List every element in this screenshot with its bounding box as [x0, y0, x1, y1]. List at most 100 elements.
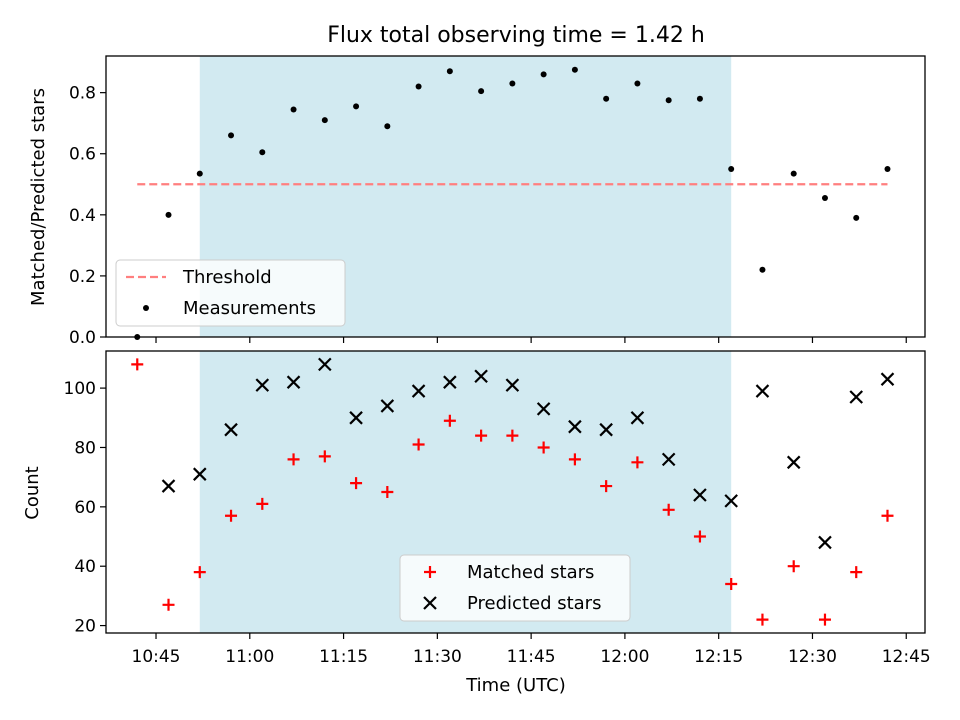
x-tick-label: 12:45	[882, 647, 931, 667]
predicted-stars-point	[599, 422, 613, 437]
legend: Matched stars Predicted stars	[399, 554, 631, 622]
predicted-stars-point	[349, 411, 363, 425]
matched-stars-point	[537, 441, 550, 454]
measurement-point	[571, 66, 578, 73]
plot-frame	[105, 350, 926, 634]
matched-stars-point	[193, 566, 206, 579]
legend-box	[399, 554, 631, 622]
legend-label: Threshold	[182, 267, 272, 288]
matched-stars-point	[131, 358, 144, 371]
matched-stars-point	[662, 503, 675, 516]
x-tick-label: 12:15	[694, 647, 743, 667]
measurement-point	[353, 103, 360, 110]
predicted-stars-point	[443, 375, 457, 389]
predicted-stars-point	[474, 369, 488, 384]
predicted-stars-point	[630, 411, 645, 425]
matched-stars-point	[787, 560, 800, 573]
measurement-point	[259, 149, 266, 156]
matched-stars-point	[475, 429, 488, 442]
matched-stars-point	[412, 438, 425, 451]
predicted-stars-point	[255, 378, 270, 392]
y-tick-label: 20	[74, 617, 96, 637]
predicted-stars-point	[380, 399, 395, 413]
x-tick-label: 11:15	[319, 647, 368, 667]
y-tick-label: 0.6	[69, 145, 96, 165]
y-tick-label: 60	[74, 498, 96, 518]
matched-stars-point	[881, 509, 894, 522]
x-axis-label: Time (UTC)	[465, 675, 566, 696]
legend-label: Predicted stars	[467, 593, 601, 614]
predicted-stars-point	[786, 455, 801, 470]
measurement-point	[478, 88, 485, 95]
predicted-stars-point	[161, 479, 176, 493]
predicted-stars-point	[818, 535, 832, 550]
predicted-stars-point	[755, 384, 770, 398]
measurement-point	[884, 166, 891, 173]
y-tick-label: 0.8	[69, 84, 96, 104]
measurement-point	[321, 117, 328, 124]
y-tick-label: 0.2	[69, 267, 96, 287]
predicted-stars-point	[318, 357, 332, 372]
matched-stars-point	[350, 477, 363, 490]
predicted-stars-point	[411, 384, 426, 398]
x-tick-label: 11:45	[507, 647, 556, 667]
predicted-stars-point	[568, 419, 582, 434]
predicted-stars-point	[724, 494, 738, 508]
measurement-point	[728, 166, 735, 173]
x-tick-label: 11:00	[225, 647, 274, 667]
matched-stars-point	[225, 509, 238, 522]
y-tick-label: 0.0	[69, 328, 96, 348]
legend-matched-swatch	[424, 566, 436, 578]
predicted-stars-point	[693, 488, 707, 502]
matched-stars-point	[318, 450, 331, 463]
matched-stars-point	[443, 414, 456, 427]
matched-stars-point	[162, 598, 175, 611]
top-y-axis-label: Matched/Predicted stars	[28, 88, 49, 306]
matched-stars-point	[506, 429, 519, 442]
matched-stars-point	[725, 578, 738, 591]
measurement-point	[540, 71, 547, 78]
measurement-point	[603, 95, 610, 102]
measurement-point	[446, 68, 453, 75]
matched-stars-point	[568, 453, 581, 466]
measurement-point	[509, 80, 516, 87]
matched-stars-point	[256, 497, 269, 510]
legend-predicted-swatch	[423, 596, 437, 610]
measurement-point	[165, 211, 172, 218]
measurement-point	[634, 80, 641, 87]
measurement-point	[821, 195, 828, 202]
legend-box	[115, 259, 346, 327]
y-tick-label: 40	[74, 557, 96, 577]
y-tick-label: 0.4	[69, 206, 96, 226]
predicted-stars-point	[505, 378, 520, 392]
y-tick-label: 80	[74, 438, 96, 458]
predicted-stars-point	[661, 452, 676, 467]
y-tick-label: 100	[64, 379, 96, 399]
measurement-point	[415, 83, 422, 90]
matched-stars-point	[756, 613, 769, 626]
measurement-point	[384, 123, 391, 130]
predicted-stars-point	[286, 375, 301, 389]
predicted-stars-point	[224, 422, 238, 437]
matched-stars-point	[287, 453, 300, 466]
matched-stars-point	[693, 530, 706, 543]
measurement-point	[759, 266, 766, 273]
matched-stars-point	[850, 566, 863, 579]
bottom-y-axis-label: Count	[22, 466, 43, 519]
x-tick-label: 10:45	[132, 647, 181, 667]
matched-stars-point	[381, 486, 394, 498]
measurement-point	[196, 170, 203, 177]
legend-label: Matched stars	[467, 562, 594, 583]
plot-frame	[105, 55, 926, 338]
measurement-point	[665, 97, 672, 104]
chart-title: Flux total observing time = 1.42 h	[327, 23, 705, 48]
measurement-point	[853, 214, 860, 221]
measurement-point	[790, 170, 797, 177]
predicted-stars-point	[536, 402, 551, 416]
legend-label: Measurements	[183, 298, 316, 319]
x-tick-label: 12:30	[788, 647, 837, 667]
predicted-stars-point	[849, 390, 864, 404]
legend: Threshold Measurements	[115, 259, 346, 327]
measurement-point	[228, 132, 235, 139]
